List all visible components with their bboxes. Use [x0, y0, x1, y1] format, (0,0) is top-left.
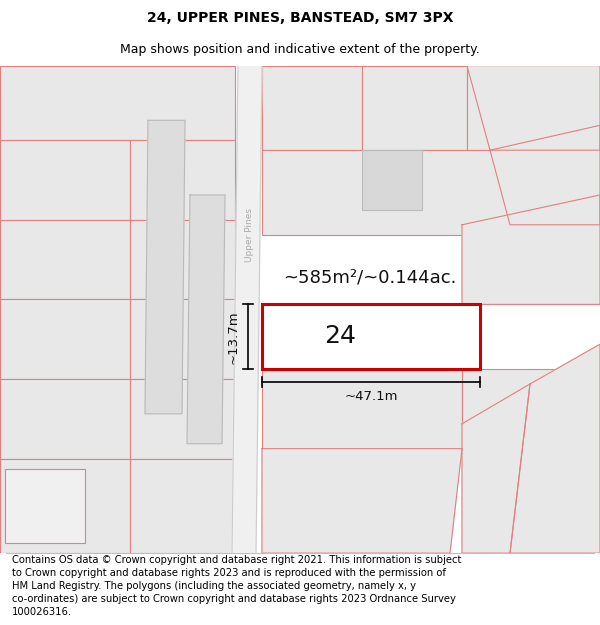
Bar	[462, 369, 600, 449]
Polygon shape	[462, 195, 600, 304]
Text: ~585m²/~0.144ac.: ~585m²/~0.144ac.	[283, 269, 457, 286]
Text: ~13.7m: ~13.7m	[227, 310, 240, 364]
Text: Contains OS data © Crown copyright and database right 2021. This information is : Contains OS data © Crown copyright and d…	[12, 554, 461, 618]
Text: ~47.1m: ~47.1m	[344, 390, 398, 403]
Bar	[130, 459, 235, 553]
Bar	[262, 304, 480, 369]
Polygon shape	[262, 449, 462, 553]
Bar	[0, 459, 130, 553]
Polygon shape	[490, 126, 600, 225]
Bar	[130, 299, 235, 379]
Bar	[130, 140, 235, 220]
Bar	[130, 220, 235, 299]
Polygon shape	[467, 66, 600, 150]
Bar	[5, 469, 85, 543]
Text: 24: 24	[324, 324, 356, 348]
Bar	[0, 140, 130, 220]
Bar	[0, 66, 235, 140]
Bar	[130, 379, 235, 459]
Polygon shape	[145, 121, 185, 414]
Bar	[262, 369, 462, 449]
Polygon shape	[187, 195, 225, 444]
Bar	[467, 66, 600, 150]
Bar	[262, 66, 362, 150]
Bar	[0, 299, 130, 379]
Polygon shape	[232, 66, 262, 553]
Text: Upper Pines: Upper Pines	[245, 208, 254, 262]
Text: Map shows position and indicative extent of the property.: Map shows position and indicative extent…	[120, 42, 480, 56]
Bar	[262, 150, 600, 235]
Polygon shape	[510, 344, 600, 553]
Text: 24, UPPER PINES, BANSTEAD, SM7 3PX: 24, UPPER PINES, BANSTEAD, SM7 3PX	[147, 11, 453, 26]
Bar	[362, 66, 467, 150]
Bar	[0, 379, 130, 459]
Polygon shape	[462, 384, 530, 553]
Bar	[0, 220, 130, 299]
Bar	[362, 150, 422, 210]
